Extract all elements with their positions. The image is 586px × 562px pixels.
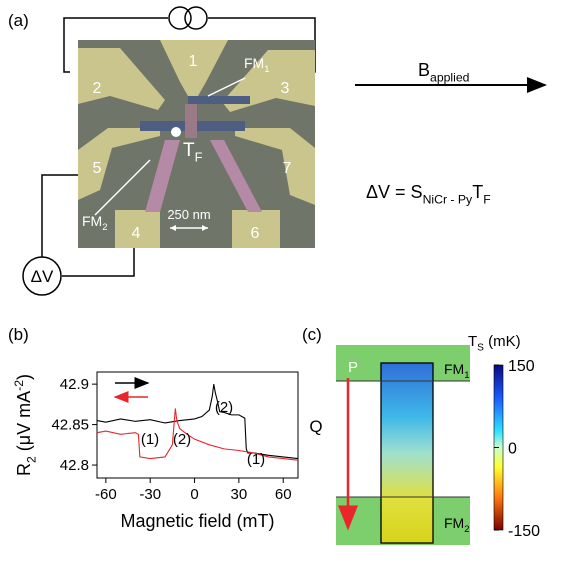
series-line xyxy=(97,384,298,458)
y-axis-label-part: R xyxy=(14,463,34,476)
colorbar-tick-label: 0 xyxy=(508,441,517,458)
sweep-arrows xyxy=(115,383,148,397)
fm2-label-part: FM xyxy=(82,213,102,229)
annotation: (1) xyxy=(141,431,159,448)
x-tick-label: -30 xyxy=(139,486,161,503)
tf-label-part: F xyxy=(195,150,203,165)
contact-label: 6 xyxy=(251,225,260,242)
x-axis-label: Magnetic field (mT) xyxy=(120,511,274,531)
annotation: (2) xyxy=(215,399,233,416)
panel-label: (b) xyxy=(8,325,29,344)
y-axis-label-part: (μV mA xyxy=(14,391,34,456)
contact-label: 3 xyxy=(281,80,290,97)
annotation: (2) xyxy=(173,431,191,448)
contact-label: 4 xyxy=(132,225,141,242)
colorbar-tick-label: 150 xyxy=(508,358,535,375)
figure: (a)(b)(c)1234567FM1FM2TF250 nmΔVBapplied… xyxy=(0,0,586,562)
contact-label: 5 xyxy=(93,160,102,177)
x-tick-label: 60 xyxy=(275,486,292,503)
annotation: (1) xyxy=(247,451,265,468)
equation-part: F xyxy=(483,192,490,206)
y-axis-label-part: ) xyxy=(14,374,34,380)
fm2-label-part: 2 xyxy=(102,222,107,233)
equation-part: T xyxy=(472,182,483,202)
contact-label: 1 xyxy=(189,53,198,70)
y-tick-label: 42.8 xyxy=(60,457,89,474)
colorbar-label-part: T xyxy=(468,333,477,350)
fm1-label-part: FM xyxy=(244,55,264,71)
panel-label: (a) xyxy=(8,11,29,30)
voltmeter-label: ΔV xyxy=(31,267,54,286)
panel-label: (c) xyxy=(302,325,322,344)
heat-flow-label: Q xyxy=(309,417,322,436)
plot-frame xyxy=(97,372,298,478)
series-line xyxy=(97,408,298,460)
x-tick-label: 30 xyxy=(231,486,248,503)
y-tick-label: 42.85 xyxy=(51,417,89,434)
equation-part: NiCr - Py xyxy=(423,192,473,206)
temperature-map xyxy=(336,345,503,545)
contact-label: 7 xyxy=(283,160,292,177)
scale-bar-label: 250 nm xyxy=(167,207,210,222)
y-tick-label: 42.9 xyxy=(60,376,89,393)
field-label: Bapplied xyxy=(418,60,470,84)
colorbar-label-part: (mK) xyxy=(484,333,521,350)
contact-label: 2 xyxy=(93,80,102,97)
colorbar-label: TS (mK) xyxy=(468,333,521,354)
region-label: P xyxy=(348,359,358,376)
x-tick-label: -60 xyxy=(95,486,117,503)
y-axis-label-part: -2 xyxy=(12,380,26,391)
x-tick-label: 0 xyxy=(190,486,198,503)
y-axis-label: R2 (μV mA-2) xyxy=(12,374,39,476)
field-label-part: applied xyxy=(430,70,470,84)
fm1-label-part: 1 xyxy=(464,370,469,381)
equation: ΔV = SNiCr - PyTF xyxy=(366,182,491,206)
fm2-label-part: FM xyxy=(444,515,464,531)
colorbar-tick-label: -150 xyxy=(508,523,540,540)
field-label-part: B xyxy=(418,60,430,80)
fm1-label-part: 1 xyxy=(264,64,269,75)
equation-part: ΔV = S xyxy=(366,182,423,202)
fm2-label-part: 2 xyxy=(464,524,469,535)
fm1-label-part: FM xyxy=(444,361,464,377)
tf-label-part: T xyxy=(183,140,195,161)
